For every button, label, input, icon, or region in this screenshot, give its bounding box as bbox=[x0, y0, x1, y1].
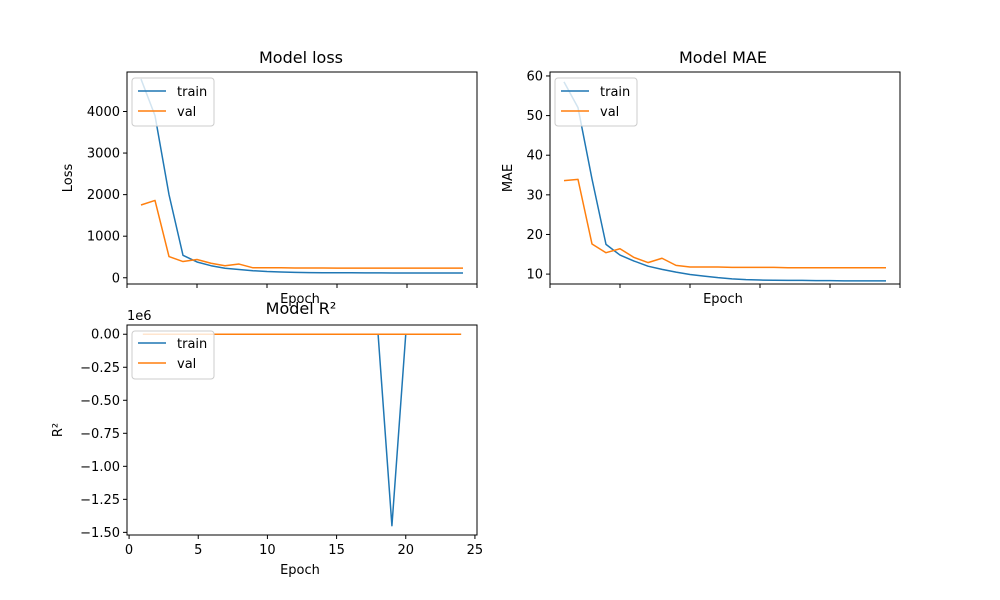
r2-ytick-label-3: −0.75 bbox=[80, 427, 120, 442]
mae-chart-xaxis bbox=[549, 284, 901, 288]
r2-chart-xlabel: Epoch bbox=[280, 563, 320, 578]
loss-chart-legend: train val bbox=[131, 77, 215, 127]
loss-chart-ylabel: Loss bbox=[61, 164, 76, 193]
loss-chart-xlabel: Epoch bbox=[280, 292, 320, 307]
loss-chart-title: Model loss bbox=[259, 48, 343, 67]
mae-series-train-line bbox=[563, 81, 886, 282]
mae-ytick-label-3: 40 bbox=[526, 149, 543, 164]
mae-chart-ylabel: MAE bbox=[501, 164, 516, 192]
mae-chart-title: Model MAE bbox=[679, 48, 767, 67]
r2-chart-frame bbox=[126, 324, 478, 536]
mae-series-val-line bbox=[563, 178, 886, 269]
loss-ytick-label-1: 1000 bbox=[87, 230, 120, 245]
r2-ytick-label-0: 0.00 bbox=[91, 328, 120, 343]
r2-ytick-label-4: −1.00 bbox=[80, 460, 120, 475]
r2-xtick-label-5: 25 bbox=[467, 543, 484, 558]
mae-chart-yaxis: 10 20 30 40 50 60 bbox=[526, 69, 550, 283]
mae-legend-val-label: val bbox=[600, 105, 619, 120]
mae-legend-box bbox=[554, 77, 638, 127]
r2-ytick-label-2: −0.50 bbox=[80, 394, 120, 409]
loss-ytick-label-0: 0 bbox=[112, 271, 120, 286]
loss-chart: Model loss Epoch Loss 01000200030004000 … bbox=[61, 48, 478, 307]
mae-chart-xlabel: Epoch bbox=[703, 292, 743, 307]
r2-chart-ylabel: R² bbox=[51, 423, 66, 437]
loss-ytick-label-4: 4000 bbox=[87, 105, 120, 120]
loss-chart-yaxis: 0 1000 2000 3000 4000 bbox=[87, 105, 127, 286]
loss-ytick-label-2: 2000 bbox=[87, 188, 120, 203]
loss-legend-box bbox=[131, 77, 215, 127]
mae-chart-plot-area bbox=[563, 81, 886, 282]
r2-xtick-label-2: 10 bbox=[259, 543, 276, 558]
r2-xtick-label-4: 20 bbox=[397, 543, 414, 558]
mae-ytick-label-4: 50 bbox=[526, 109, 543, 124]
loss-legend-train-label: train bbox=[177, 85, 207, 100]
r2-ytick-label-1: −0.25 bbox=[80, 361, 120, 376]
r2-chart-legend: train val bbox=[131, 330, 215, 380]
r2-chart-offset-label: 1e6 bbox=[127, 309, 152, 324]
mae-ytick-label-2: 30 bbox=[526, 188, 543, 203]
r2-xtick-label-3: 15 bbox=[328, 543, 345, 558]
mae-chart-legend: train val bbox=[554, 77, 638, 127]
mae-chart-frame bbox=[549, 71, 901, 285]
r2-chart-title: Model R² bbox=[266, 299, 337, 318]
mae-legend-train-label: train bbox=[600, 85, 630, 100]
r2-legend-train-label: train bbox=[177, 337, 207, 352]
loss-series-train-line bbox=[140, 78, 464, 274]
mae-chart: Model MAE Epoch MAE 10 20 30 40 50 60 train v… bbox=[501, 48, 901, 307]
loss-series-val-line bbox=[140, 199, 463, 269]
loss-chart-plot-area bbox=[140, 78, 464, 274]
loss-chart-xaxis bbox=[126, 284, 478, 288]
r2-ytick-label-6: −1.50 bbox=[80, 526, 120, 541]
r2-xtick-label-0: 0 bbox=[125, 543, 133, 558]
mae-ytick-label-1: 20 bbox=[526, 228, 543, 243]
r2-legend-val-label: val bbox=[177, 357, 196, 372]
loss-chart-frame bbox=[126, 71, 478, 285]
mae-ytick-label-5: 60 bbox=[526, 69, 543, 84]
r2-chart: Model R² 1e6 Epoch R² 0.00 −0.25 −0.50 −0.7… bbox=[51, 299, 483, 578]
r2-chart-yaxis: 0.00 −0.25 −0.50 −0.75 −1.00 −1.25 −1.50 bbox=[80, 328, 127, 541]
mae-ytick-label-0: 10 bbox=[526, 268, 543, 283]
loss-ytick-label-3: 3000 bbox=[87, 147, 120, 162]
r2-ytick-label-5: −1.25 bbox=[80, 493, 120, 508]
r2-chart-xaxis: 0 5 10 15 20 25 bbox=[125, 535, 483, 558]
loss-legend-val-label: val bbox=[177, 105, 196, 120]
r2-xtick-label-1: 5 bbox=[194, 543, 202, 558]
